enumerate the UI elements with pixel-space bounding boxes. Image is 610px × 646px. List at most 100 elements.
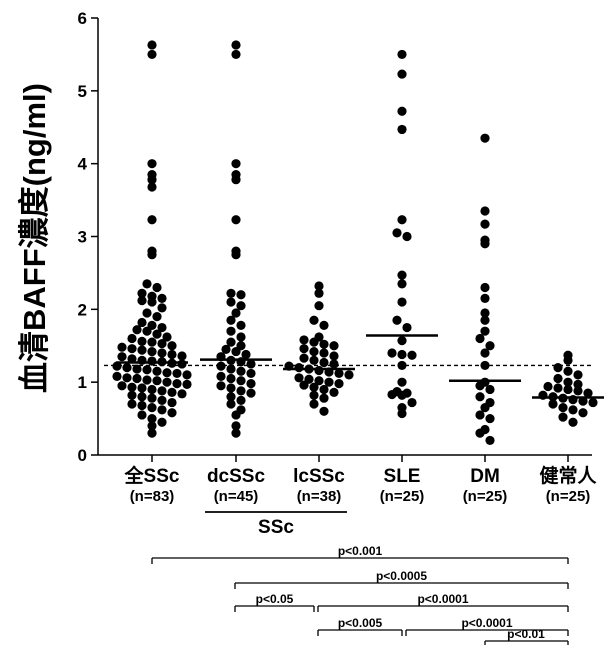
data-point [147,159,157,169]
data-point [480,219,490,229]
p-value-label: p<0.0005 [376,569,427,583]
data-point [397,270,407,280]
data-point [563,377,573,387]
data-point [319,384,329,395]
data-point [246,359,256,369]
data-point [480,403,490,413]
data-point [226,383,236,393]
data-point [236,320,246,330]
data-point [329,351,339,361]
data-point [127,354,137,364]
data-point [480,239,490,249]
data-point [309,337,319,347]
data-point [231,175,241,185]
data-point [319,339,329,349]
data-point [157,405,167,415]
category-label: DM [470,466,500,487]
data-point [573,386,583,396]
data-point [480,206,490,216]
data-point [147,40,157,50]
y-tick-label: 1 [78,373,87,392]
significance-bracket: p<0.0001 [317,592,569,612]
data-point [294,363,304,373]
data-point [314,288,324,298]
data-point [127,399,137,409]
data-point [147,393,157,403]
data-point [231,215,241,225]
data-point [299,353,309,363]
data-point [147,49,157,60]
data-point [147,346,157,357]
data-point [167,387,177,397]
data-point [319,406,329,416]
data-point [314,376,324,386]
data-point [112,361,122,371]
data-point [152,312,162,322]
data-point [236,290,246,300]
data-point [226,337,236,347]
data-point [147,421,157,431]
data-point [480,133,490,143]
median-lines [116,334,604,399]
data-point [314,365,324,376]
data-point [147,413,157,424]
data-point [553,363,563,373]
significance-bracket: p<0.001 [151,544,569,564]
data-point [402,322,412,333]
data-point [226,297,236,307]
y-axis-title: 血清BAFF濃度(ng/ml) [17,83,52,393]
significance-bracket: p<0.05 [234,592,315,612]
data-point [480,315,490,325]
data-point [137,410,147,420]
significance-brackets: p<0.001 p<0.0005 p<0.05 p<0.0001 p<0.005 p<0.… [151,544,569,645]
data-point [147,215,157,225]
data-point [485,384,495,395]
data-point [147,250,157,260]
data-point [319,320,329,330]
data-point [319,393,329,403]
data-point [558,403,568,413]
y-tick-label: 2 [78,300,87,319]
data-point [309,355,319,365]
data-point [480,348,490,358]
data-point [127,382,137,392]
data-point [309,382,319,392]
data-point [147,428,157,438]
data-point [127,344,137,354]
data-point [578,396,588,406]
data-point [397,360,407,371]
data-point [167,349,177,360]
data-point [137,336,147,346]
data-point [142,308,152,318]
p-value-label: p<0.001 [338,544,383,558]
data-point [387,389,397,400]
significance-bracket: p<0.0005 [234,569,569,589]
data-point [177,351,187,361]
data-point [132,373,142,384]
p-value-label: p<0.0001 [417,592,468,606]
data-point [162,377,172,387]
data-point [314,281,324,291]
data-point [172,368,182,379]
data-point [568,417,578,427]
category-label: 全SSc [124,464,180,487]
data-point [485,341,495,351]
data-point [236,301,246,311]
data-point [231,421,241,431]
data-point [182,370,192,380]
category-n-label: (n=38) [297,488,342,505]
data-point [157,417,167,427]
data-point [578,408,588,418]
data-point [147,182,157,192]
data-point [236,366,246,376]
p-value-label: p<0.0001 [461,616,512,630]
data-point [132,325,142,335]
data-point [231,250,241,260]
data-point [568,405,578,415]
data-point [309,399,319,409]
data-point [485,413,495,424]
data-point [241,349,251,360]
data-point [157,293,167,304]
category-label: dcSSc [207,466,266,487]
